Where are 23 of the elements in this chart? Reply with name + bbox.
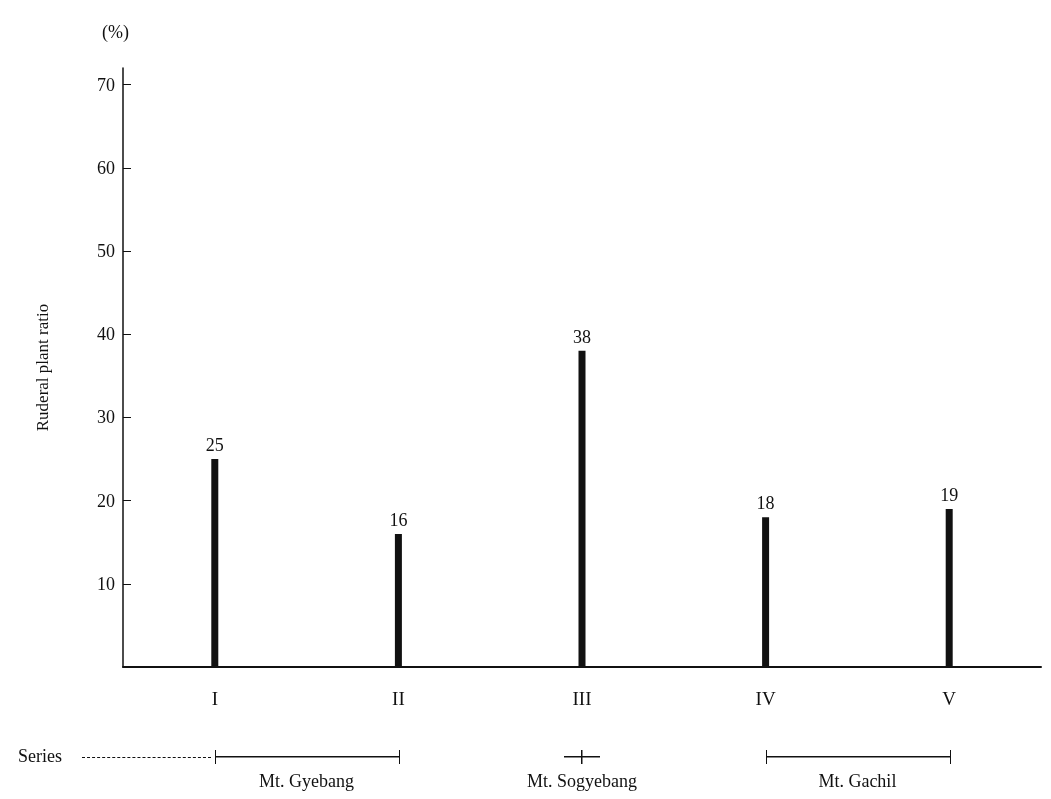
data-label: 16 [389, 509, 408, 530]
x-tick-label: III [572, 688, 592, 709]
y-tick-label: 70 [97, 74, 115, 95]
y-tick-label: 50 [97, 241, 115, 262]
x-tick-label: IV [755, 688, 776, 709]
data-label: 19 [940, 484, 959, 505]
y-axis-title: Ruderal plant ratio [33, 303, 52, 432]
text: Mt. Gachil [818, 771, 897, 792]
y-tick-label: 20 [97, 490, 115, 511]
text: Series [18, 746, 62, 767]
text: Mt. Sogyebang [527, 771, 637, 792]
data-label: 18 [756, 493, 775, 514]
data-label: 38 [573, 326, 591, 347]
x-tick-label: V [942, 688, 957, 709]
text: Mt. Gyebang [259, 771, 355, 792]
data-label: 25 [205, 435, 224, 456]
y-tick-label: 40 [97, 324, 115, 345]
y-tick-label: 30 [97, 407, 115, 428]
text: (%) [102, 22, 129, 43]
x-tick-label: I [211, 688, 218, 709]
y-tick-label: 60 [97, 157, 115, 178]
x-tick-label: II [392, 688, 405, 709]
y-tick-label: 10 [97, 573, 115, 594]
